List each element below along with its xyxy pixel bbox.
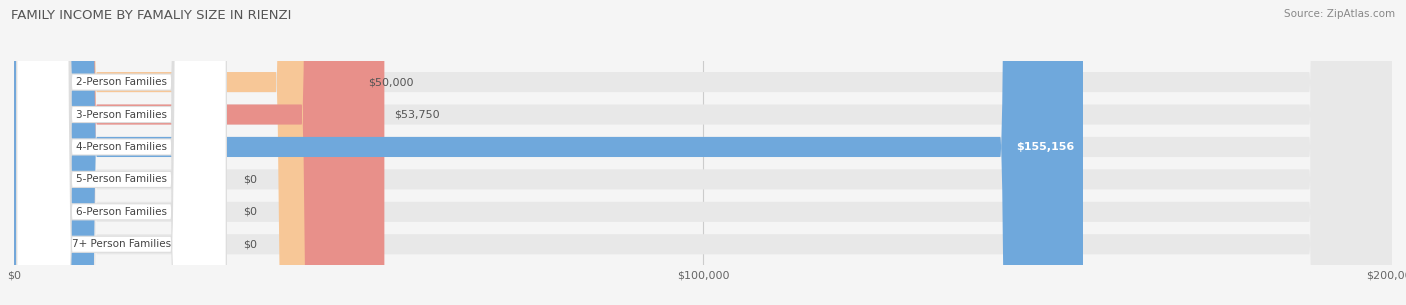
FancyBboxPatch shape: [14, 0, 384, 305]
FancyBboxPatch shape: [14, 0, 1392, 305]
FancyBboxPatch shape: [14, 0, 1392, 305]
Text: $155,156: $155,156: [1017, 142, 1074, 152]
Text: $0: $0: [243, 174, 257, 185]
Text: $0: $0: [243, 207, 257, 217]
Text: 4-Person Families: 4-Person Families: [76, 142, 167, 152]
FancyBboxPatch shape: [17, 0, 226, 305]
FancyBboxPatch shape: [14, 0, 1392, 305]
FancyBboxPatch shape: [14, 0, 1392, 305]
Text: FAMILY INCOME BY FAMALIY SIZE IN RIENZI: FAMILY INCOME BY FAMALIY SIZE IN RIENZI: [11, 9, 291, 22]
Text: 5-Person Families: 5-Person Families: [76, 174, 167, 185]
Text: 6-Person Families: 6-Person Families: [76, 207, 167, 217]
Text: 3-Person Families: 3-Person Families: [76, 109, 167, 120]
Text: $50,000: $50,000: [368, 77, 413, 87]
FancyBboxPatch shape: [14, 0, 359, 305]
Text: 7+ Person Families: 7+ Person Families: [72, 239, 172, 249]
FancyBboxPatch shape: [17, 0, 226, 305]
FancyBboxPatch shape: [14, 0, 1083, 305]
FancyBboxPatch shape: [17, 0, 226, 305]
FancyBboxPatch shape: [17, 0, 226, 305]
FancyBboxPatch shape: [14, 0, 1392, 305]
FancyBboxPatch shape: [17, 0, 226, 305]
Text: $0: $0: [243, 239, 257, 249]
FancyBboxPatch shape: [14, 0, 1392, 305]
Text: Source: ZipAtlas.com: Source: ZipAtlas.com: [1284, 9, 1395, 19]
Text: 2-Person Families: 2-Person Families: [76, 77, 167, 87]
FancyBboxPatch shape: [17, 0, 226, 305]
Text: $53,750: $53,750: [394, 109, 440, 120]
